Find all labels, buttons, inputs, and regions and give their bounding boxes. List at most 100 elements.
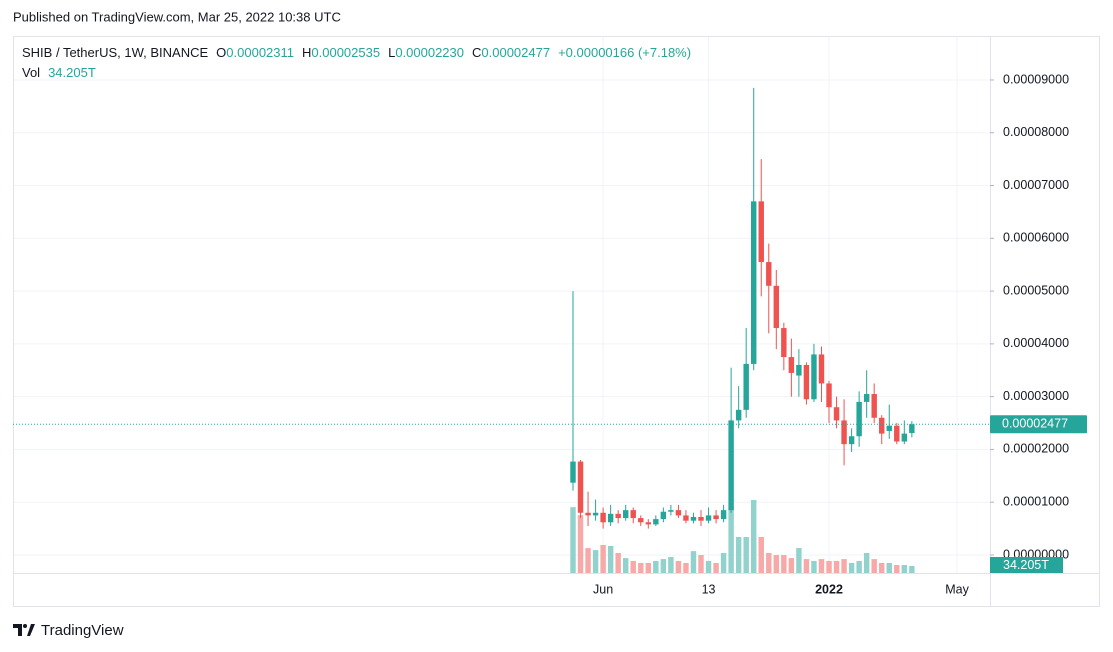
candle-body — [841, 420, 847, 445]
candle-body — [735, 409, 742, 421]
volume-bar — [698, 555, 704, 573]
grid — [13, 37, 990, 573]
candle-body — [607, 513, 614, 523]
y-tick-label: 0.00007000 — [1003, 178, 1069, 192]
symbol: SHIB / TetherUS, 1W, BINANCE — [22, 45, 208, 60]
volume-bar — [592, 550, 599, 573]
candles — [570, 87, 915, 529]
ohlc-key: O — [216, 45, 226, 60]
last-price-box — [990, 415, 1087, 434]
candle-body — [577, 461, 584, 513]
candle-body — [585, 512, 591, 516]
brand: TradingView — [41, 622, 124, 639]
volume-bar — [788, 558, 795, 573]
volume-bar — [653, 560, 659, 573]
candle-body — [803, 364, 810, 400]
candle-body — [690, 516, 697, 521]
y-tick-label: 0.00001000 — [1003, 495, 1069, 509]
candle-body — [660, 511, 667, 520]
volume-name: Vol — [22, 65, 40, 80]
candle-body — [766, 262, 772, 286]
volume-bar — [818, 559, 825, 573]
volume-bar — [675, 560, 682, 573]
candle-body — [683, 515, 689, 521]
y-tick-label: 0.00002000 — [1003, 442, 1069, 456]
candle-body — [728, 420, 734, 511]
volume-bar — [743, 537, 749, 573]
volume-bar — [826, 560, 832, 573]
volume-label: 34.205T — [1003, 558, 1049, 572]
ohlc-value: 0.00002535 — [311, 45, 380, 60]
candle-body — [600, 512, 606, 523]
volume-bar — [622, 558, 629, 573]
y-tick-label: 0.00004000 — [1003, 336, 1069, 350]
candle-body — [833, 407, 840, 421]
axes: 0.000000000.000010000.000020000.00003000… — [13, 72, 1087, 596]
volume-bar — [811, 560, 817, 573]
ohlc-key: H — [302, 45, 311, 60]
volume-label-box — [990, 557, 1063, 573]
candle-body — [751, 201, 757, 364]
x-tick-label: Jun — [593, 582, 613, 596]
volume-bar — [683, 562, 689, 573]
volume-bar — [600, 544, 606, 573]
volume-bar — [735, 537, 742, 573]
candle-body — [638, 518, 644, 523]
volume-bar — [796, 548, 802, 573]
candle-body — [818, 354, 825, 384]
candle-body — [871, 394, 877, 418]
volume-bar — [773, 555, 780, 573]
candle-body — [622, 510, 629, 519]
volume-bar — [720, 552, 727, 573]
candle-body — [894, 425, 900, 442]
volume-bar — [615, 552, 621, 573]
volume-bar — [781, 555, 787, 573]
volume-bar — [886, 562, 892, 573]
ohlc-key: C — [472, 45, 481, 60]
last-price-label: 0.00002477 — [1002, 417, 1068, 431]
volume-value: 34.205T — [48, 65, 96, 80]
volume-bar — [879, 562, 885, 573]
ohlc-value: 0.00002477 — [481, 45, 550, 60]
volume-bar — [766, 552, 772, 573]
volume-bar — [909, 566, 915, 573]
change: +0.00000166 (+7.18%) — [558, 45, 691, 60]
candle-body — [879, 417, 885, 434]
candle-body — [615, 513, 621, 519]
published-note: Published on TradingView.com, Mar 25, 20… — [13, 9, 341, 24]
volume-bar — [894, 565, 900, 573]
volume-bar — [668, 557, 674, 573]
volume-bar — [863, 552, 870, 573]
candle-body — [698, 516, 704, 521]
candle-body — [645, 522, 652, 525]
x-tick-label: 13 — [702, 582, 716, 596]
volume-bar — [848, 562, 855, 573]
candle-body — [705, 515, 712, 521]
volume-bar — [577, 515, 584, 573]
y-tick-label: 0.00006000 — [1003, 231, 1069, 245]
brand-logo — [13, 624, 35, 636]
candle-body — [773, 285, 780, 329]
ohlc-key: L — [388, 45, 395, 60]
candle-body — [592, 512, 599, 516]
volume-bar — [713, 562, 719, 573]
volume-bar — [833, 560, 840, 573]
candle-body — [758, 201, 764, 263]
volume-bar — [758, 537, 764, 573]
volume-bar — [901, 565, 908, 573]
candle-body — [630, 510, 636, 519]
candle-body — [713, 515, 719, 520]
candle-body — [848, 436, 855, 445]
volume-bar — [705, 560, 712, 573]
y-tick-label: 0.00009000 — [1003, 72, 1069, 86]
candle-body — [811, 354, 817, 400]
ohlc-value: 0.00002311 — [226, 45, 294, 60]
volume-bar — [871, 559, 877, 573]
y-tick-label: 0.00008000 — [1003, 125, 1069, 139]
candle-body — [720, 510, 727, 520]
volume-bar — [841, 559, 847, 573]
candle-body — [886, 425, 892, 431]
candle-body — [781, 328, 787, 358]
volume-bar — [570, 507, 576, 573]
